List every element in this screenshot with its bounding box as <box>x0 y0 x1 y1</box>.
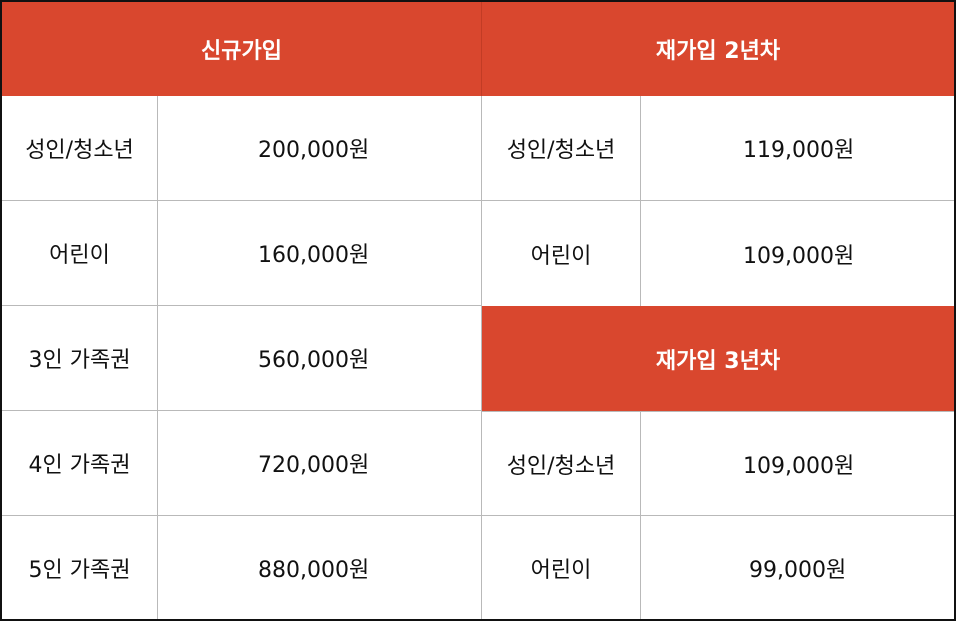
new-join-price-family-4: 720,000원 <box>158 411 482 516</box>
new-join-label-family-5: 5인 가족권 <box>2 516 158 619</box>
rejoin-2y-label-adult: 성인/청소년 <box>482 96 641 201</box>
new-join-price-child: 160,000원 <box>158 201 482 306</box>
rejoin-2y-price-adult: 119,000원 <box>641 96 954 201</box>
new-join-label-child: 어린이 <box>2 201 158 306</box>
rejoin-2y-header: 재가입 2년차 <box>482 2 954 96</box>
new-join-header: 신규가입 <box>2 2 482 96</box>
new-join-price-family-5: 880,000원 <box>158 516 482 619</box>
new-join-label-family-4: 4인 가족권 <box>2 411 158 516</box>
rejoin-3y-price-adult: 109,000원 <box>641 411 954 516</box>
rejoin-3y-header: 재가입 3년차 <box>482 306 954 411</box>
rejoin-3y-label-child: 어린이 <box>482 516 641 619</box>
new-join-price-family-3: 560,000원 <box>158 306 482 411</box>
new-join-label-adult: 성인/청소년 <box>2 96 158 201</box>
new-join-label-family-3: 3인 가족권 <box>2 306 158 411</box>
rejoin-2y-price-child: 109,000원 <box>641 201 954 306</box>
rejoin-3y-label-adult: 성인/청소년 <box>482 411 641 516</box>
rejoin-2y-label-child: 어린이 <box>482 201 641 306</box>
new-join-price-adult: 200,000원 <box>158 96 482 201</box>
rejoin-3y-price-child: 99,000원 <box>641 516 954 619</box>
